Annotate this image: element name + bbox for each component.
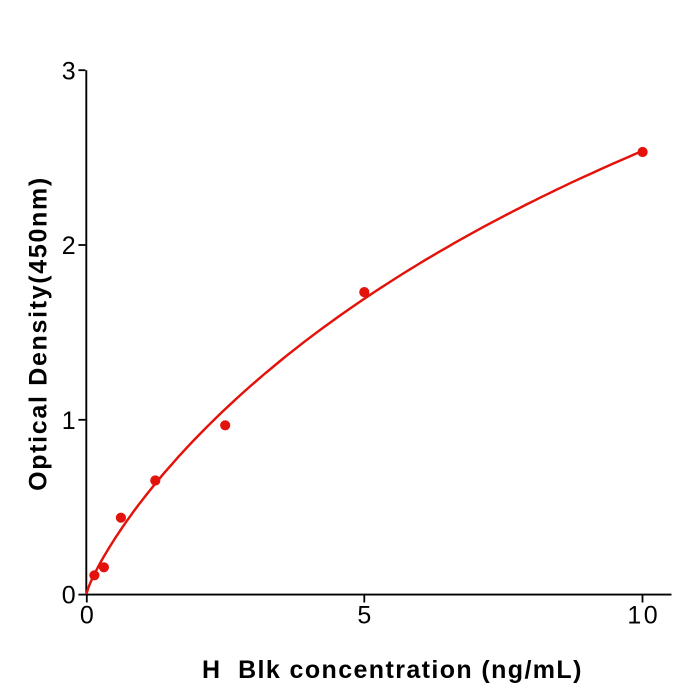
svg-text:1: 1 <box>62 407 76 435</box>
svg-text:0: 0 <box>62 582 76 610</box>
svg-text:H Blk concentration (ng/mL): H Blk concentration (ng/mL) <box>202 656 583 684</box>
svg-text:5: 5 <box>357 602 371 630</box>
svg-text:0: 0 <box>80 602 94 630</box>
svg-text:2: 2 <box>62 232 76 260</box>
svg-text:3: 3 <box>62 57 76 85</box>
svg-text:Optical Density(450nm): Optical Density(450nm) <box>25 176 53 491</box>
svg-text:10: 10 <box>627 602 660 630</box>
